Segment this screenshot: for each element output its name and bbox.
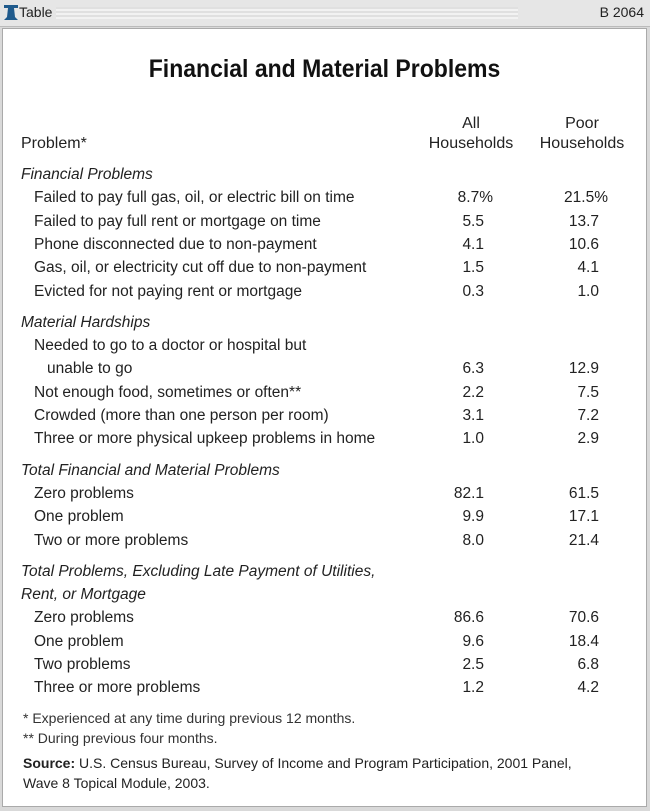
table-number: Table 6 — [19, 4, 65, 20]
row-label: Two problems — [34, 656, 131, 673]
table-row: One problem 9.9 17.1 — [3, 506, 646, 528]
section-heading-label: Rent, or Mortgage — [21, 586, 146, 604]
cell-value: 1.2 — [462, 679, 484, 697]
header-line: All — [462, 115, 480, 132]
cell-value: 82.1 — [453, 484, 484, 502]
row-label: Evicted for not paying rent or mortgage — [34, 282, 302, 300]
cell-value: 21.4 — [568, 531, 599, 549]
cell-value: 2.2 — [462, 383, 484, 401]
table-row: Two problems 2.5 6.8 — [3, 654, 646, 676]
source-text: U.S. Census Bureau, Survey of Income and… — [75, 755, 572, 771]
cell-value: 61.5 — [568, 484, 599, 502]
cell-value: 4.1 — [577, 259, 599, 277]
cell-value: 8.7% — [457, 189, 493, 207]
row-label: Zero problems — [34, 609, 134, 627]
table-row: Three or more physical upkeep problems i… — [3, 428, 646, 450]
footnote: * Experienced at any time during previou… — [23, 710, 356, 726]
row-label: Zero problems — [34, 484, 134, 502]
cell-value: 6.3 — [462, 360, 484, 378]
table-page: Financial and Material Problems Problem*… — [2, 28, 647, 807]
cell-value: 18.4 — [568, 632, 599, 650]
section-heading-label: Total Problems, Excluding Late Payment o… — [21, 562, 376, 580]
row-label: Needed to go to a doctor or hospital but — [34, 337, 307, 355]
section-heading: Material Hardships — [3, 312, 646, 334]
table-row: One problem 9.6 18.4 — [3, 631, 646, 653]
table-row: Failed to pay full rent or mortgage on t… — [3, 211, 646, 233]
row-label: Crowded (more than one person per room) — [34, 407, 329, 424]
row-label: Failed to pay full rent or mortgage on t… — [34, 212, 321, 230]
section-heading: Total Problems, Excluding Late Payment o… — [3, 561, 646, 583]
cell-value: 7.5 — [577, 383, 599, 401]
row-label: One problem — [34, 632, 124, 650]
page-title: Financial and Material Problems — [148, 55, 501, 83]
cell-value: 2.9 — [577, 430, 599, 448]
header-line: Households — [428, 135, 514, 152]
table-row: Crowded (more than one person per room) 3… — [3, 405, 646, 427]
cell-value: 13.7 — [568, 212, 599, 230]
cell-value: 9.9 — [462, 508, 484, 526]
row-label: Failed to pay full gas, oil, or electric… — [34, 189, 355, 207]
cell-value: 9.6 — [462, 632, 484, 650]
cell-value: 12.9 — [568, 360, 599, 378]
table-row: Not enough food, sometimes or often** 2.2… — [3, 382, 646, 404]
table-row: Needed to go to a doctor or hospital but — [3, 335, 646, 357]
row-label: unable to go — [47, 360, 133, 378]
cell-value: 3.1 — [462, 407, 484, 424]
cell-value: 1.5 — [462, 259, 484, 277]
table-row: Phone disconnected due to non-payment 4.1… — [3, 234, 646, 256]
column-header-all-households: All Households — [421, 114, 521, 154]
cell-value: 1.0 — [462, 430, 484, 448]
footnote: ** During previous four months. — [23, 730, 218, 746]
title-bar: Table 6 B 2064 — [0, 0, 650, 27]
section-heading-label: Financial Problems — [21, 166, 153, 183]
cell-value: 70.6 — [568, 609, 599, 627]
cell-value: 17.1 — [568, 508, 599, 526]
section-heading-label: Material Hardships — [21, 313, 151, 331]
column-header-poor-households: Poor Households — [532, 114, 632, 154]
row-label: Gas, oil, or electricity cut off due to … — [34, 259, 367, 277]
document-code: B 2064 — [599, 4, 644, 20]
cell-value: 5.5 — [462, 212, 484, 230]
source-note: Source: U.S. Census Bureau, Survey of In… — [23, 753, 572, 793]
row-label: Three or more physical upkeep problems i… — [34, 430, 376, 448]
table-row: Zero problems 82.1 61.5 — [3, 483, 646, 505]
cell-value: 6.8 — [577, 656, 599, 673]
column-header-problem: Problem* — [21, 135, 87, 152]
table-row: Two or more problems 8.0 21.4 — [3, 530, 646, 552]
table-row: Failed to pay full gas, oil, or electric… — [3, 187, 646, 209]
section-heading: Financial Problems — [3, 164, 646, 186]
table-row: Evicted for not paying rent or mortgage 0… — [3, 281, 646, 303]
liberty-bell-icon — [4, 5, 18, 20]
row-label: One problem — [34, 508, 124, 526]
cell-value: 7.2 — [577, 407, 599, 424]
cell-value: 2.5 — [462, 656, 484, 673]
table-row: Gas, oil, or electricity cut off due to … — [3, 257, 646, 279]
header-stripes — [56, 7, 518, 19]
table-row: Three or more problems 1.2 4.2 — [3, 677, 646, 699]
row-label: Not enough food, sometimes or often** — [34, 383, 302, 401]
section-heading-label: Total Financial and Material Problems — [21, 461, 280, 479]
cell-value: 21.5% — [564, 189, 608, 207]
source-label: Source: — [23, 755, 76, 771]
cell-value: 86.6 — [453, 609, 484, 627]
row-label: Two or more problems — [34, 531, 189, 549]
section-heading: Rent, or Mortgage — [3, 584, 646, 606]
cell-value: 1.0 — [577, 282, 599, 300]
cell-value: 8.0 — [462, 531, 484, 549]
cell-value: 4.1 — [462, 235, 484, 253]
header-line: Poor — [565, 115, 599, 132]
table-row: unable to go 6.3 12.9 — [3, 358, 646, 380]
source-text: Wave 8 Topical Module, 2003. — [23, 775, 210, 791]
row-label: Three or more problems — [34, 679, 201, 697]
section-heading: Total Financial and Material Problems — [3, 460, 646, 482]
row-label: Phone disconnected due to non-payment — [34, 235, 317, 253]
table-row: Zero problems 86.6 70.6 — [3, 607, 646, 629]
cell-value: 4.2 — [577, 679, 599, 697]
cell-value: 0.3 — [462, 282, 484, 300]
header-line: Households — [539, 135, 625, 152]
cell-value: 10.6 — [568, 235, 599, 253]
